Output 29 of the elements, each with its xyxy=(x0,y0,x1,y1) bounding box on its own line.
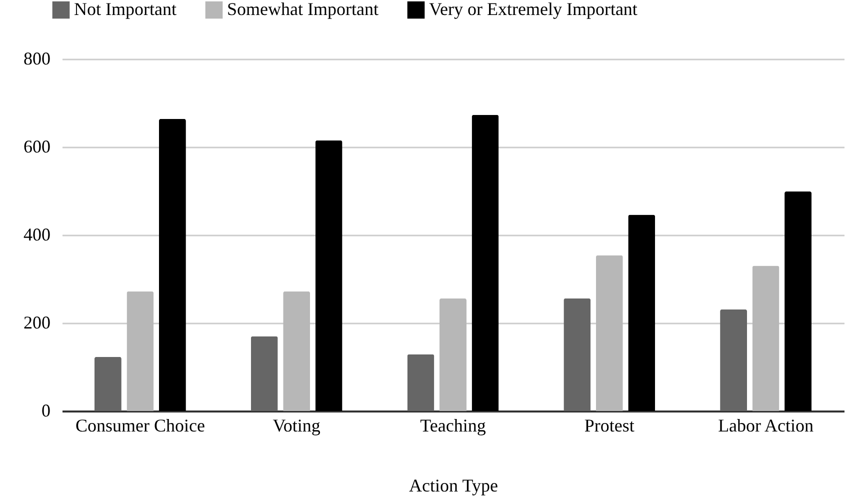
bar xyxy=(628,214,656,411)
y-tick-label: 0 xyxy=(42,400,50,420)
bar xyxy=(564,298,591,411)
bar xyxy=(407,354,434,411)
bar xyxy=(250,336,278,411)
bar xyxy=(283,291,310,411)
x-tick-label: Consumer Choice xyxy=(75,416,205,436)
y-tick-label: 400 xyxy=(24,224,50,244)
bar xyxy=(752,266,780,411)
x-tick-label: Labor Action xyxy=(718,416,814,436)
bar xyxy=(315,140,342,411)
bar xyxy=(126,291,154,411)
bar xyxy=(158,118,186,411)
bar xyxy=(94,356,122,411)
legend-label: Very or Extremely Important xyxy=(429,0,638,19)
bar xyxy=(784,191,812,411)
x-axis-title: Action Type xyxy=(409,476,498,496)
legend-label: Somewhat Important xyxy=(227,0,378,19)
y-tick-label: 200 xyxy=(24,312,50,332)
bar xyxy=(720,309,748,411)
y-tick-label: 800 xyxy=(24,48,50,68)
y-tick-label: 600 xyxy=(24,136,50,156)
x-tick-label: Voting xyxy=(272,416,320,436)
bar xyxy=(472,114,499,411)
x-tick-label: Teaching xyxy=(420,416,486,436)
legend-label: Not Important xyxy=(74,0,176,19)
bar xyxy=(440,298,466,411)
x-tick-label: Protest xyxy=(584,416,634,436)
bar xyxy=(596,255,623,411)
